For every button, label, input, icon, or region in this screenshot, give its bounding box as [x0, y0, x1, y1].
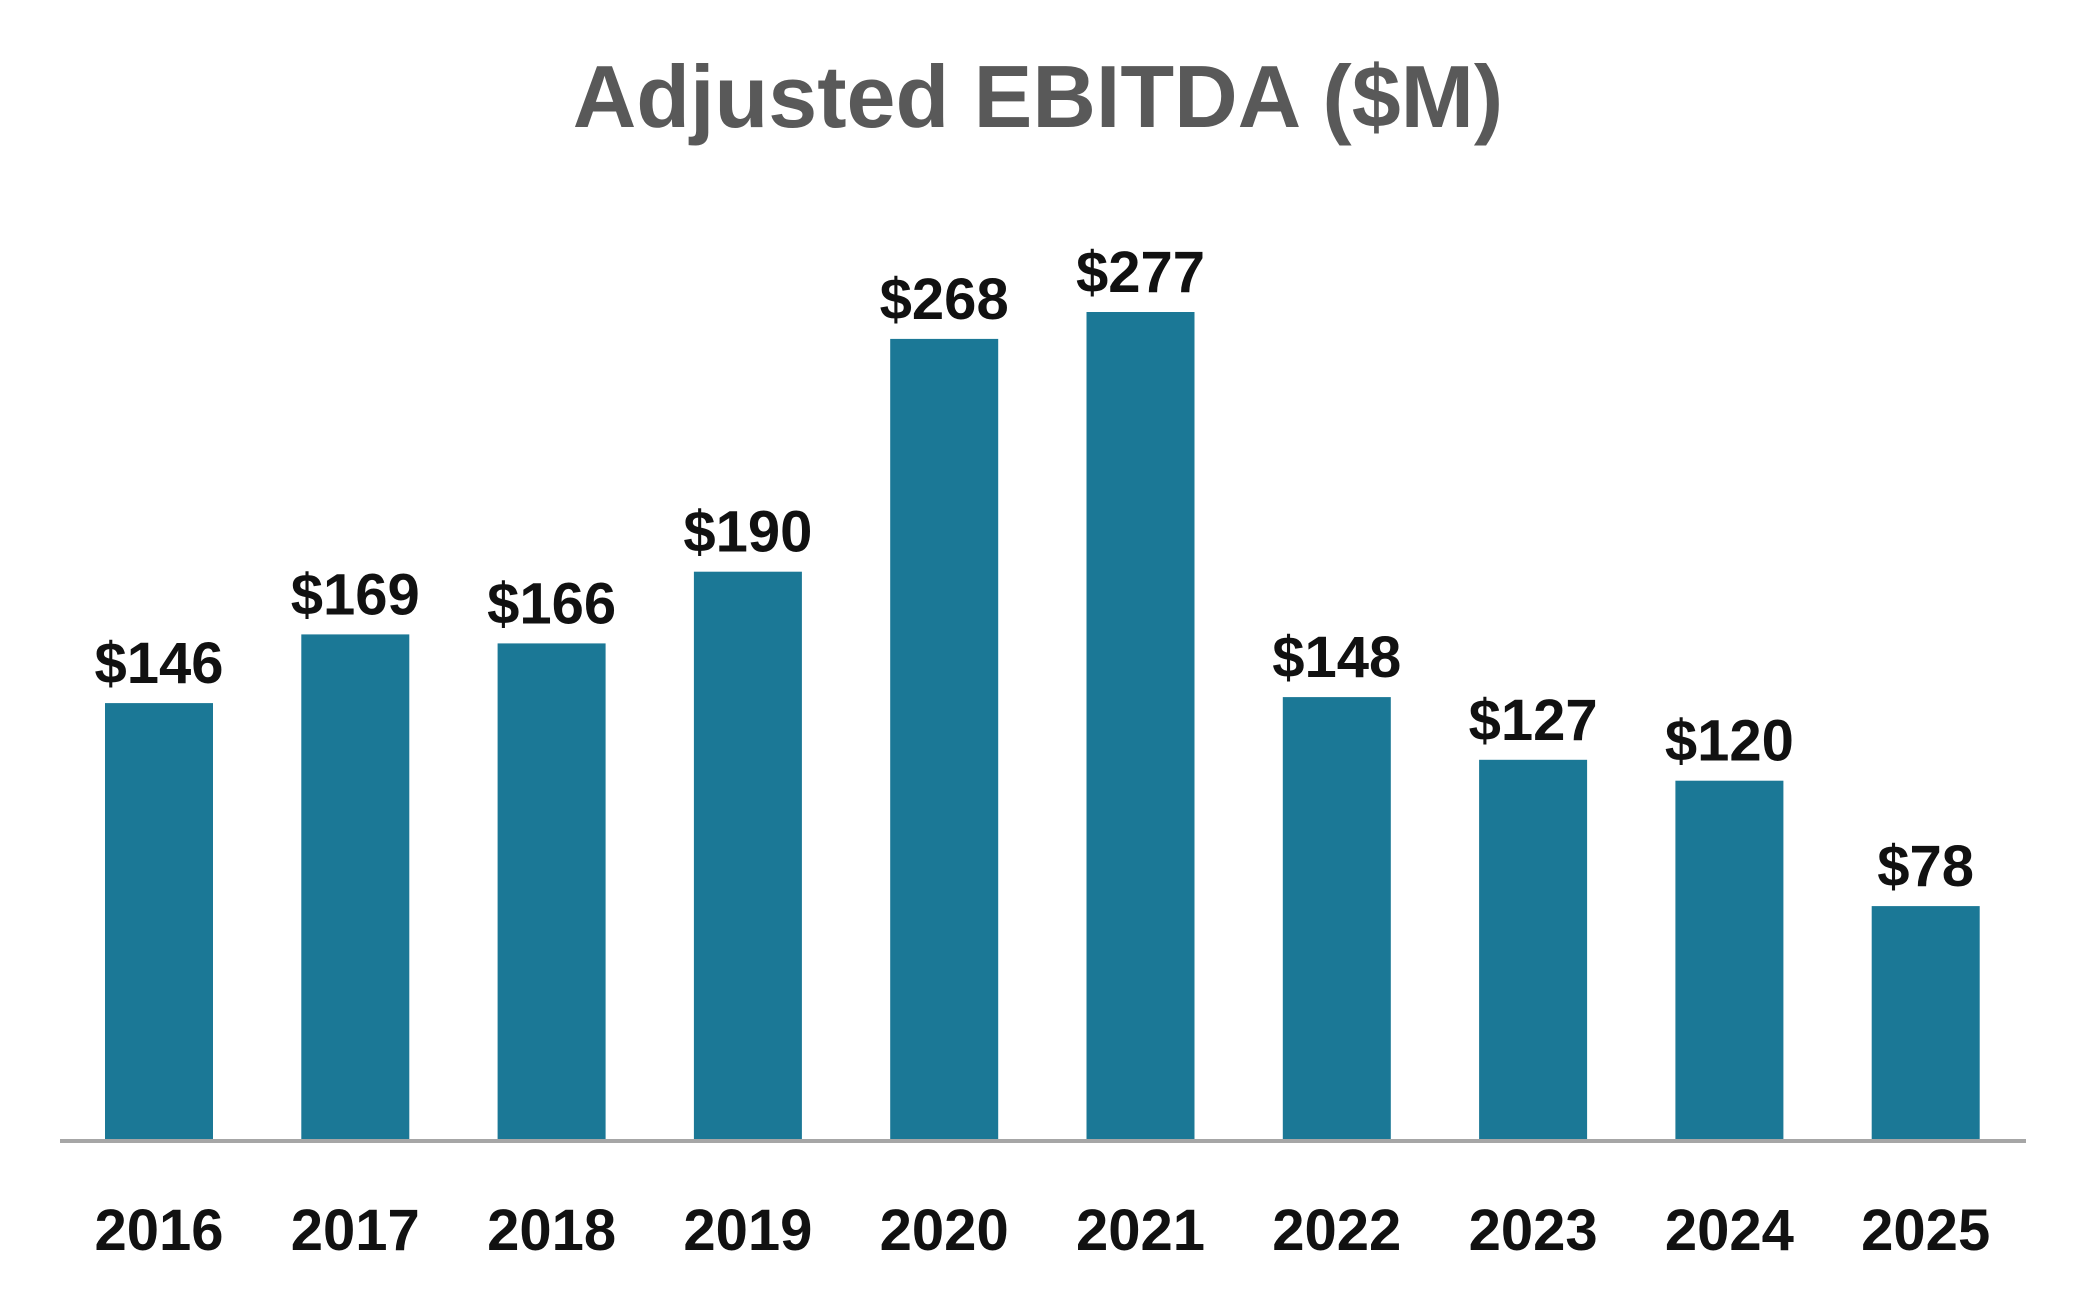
x-tick-label-2020: 2020: [880, 1198, 1009, 1263]
data-label-2022: $148: [1272, 625, 1401, 690]
chart-title: Adjusted EBITDA ($M): [573, 47, 1504, 146]
data-label-2019: $190: [683, 500, 812, 565]
x-tick-label-2021: 2021: [1076, 1198, 1205, 1263]
data-label-2023: $127: [1469, 688, 1598, 753]
x-tick-label-2019: 2019: [683, 1198, 812, 1263]
bar-2016: [105, 703, 213, 1139]
bar-group: [105, 312, 1980, 1139]
x-tick-label-2018: 2018: [487, 1198, 616, 1263]
x-tick-label-2024: 2024: [1665, 1198, 1794, 1263]
data-label-2024: $120: [1665, 709, 1794, 774]
bar-2020: [890, 338, 999, 1139]
bar-2018: [497, 643, 606, 1139]
data-label-2016: $146: [94, 631, 223, 696]
x-tick-label-2022: 2022: [1272, 1198, 1401, 1263]
bar-2024: [1675, 780, 1784, 1139]
data-label-2025: $78: [1877, 834, 1974, 899]
data-label-group: $146 $169 $166 $190 $268 $277 $148 $127 $120 $78: [94, 240, 1974, 899]
x-tick-label-group: 2016 2017 2018 2019 2020 2021 2022 2023 2024 2025: [94, 1198, 1990, 1263]
x-tick-label-2025: 2025: [1861, 1198, 1990, 1263]
data-label-2020: $268: [880, 267, 1009, 332]
bar-2022: [1282, 697, 1391, 1139]
bar-2023: [1479, 759, 1588, 1139]
bar-2017: [301, 634, 410, 1139]
data-label-2021: $277: [1076, 240, 1205, 305]
bar-2025: [1871, 906, 1980, 1139]
data-label-2017: $169: [291, 562, 420, 627]
bar-2019: [693, 571, 802, 1139]
x-tick-label-2023: 2023: [1469, 1198, 1598, 1263]
x-tick-label-2016: 2016: [94, 1198, 223, 1263]
x-tick-label-2017: 2017: [291, 1198, 420, 1263]
bar-2021: [1086, 312, 1195, 1139]
data-label-2018: $166: [487, 571, 616, 636]
